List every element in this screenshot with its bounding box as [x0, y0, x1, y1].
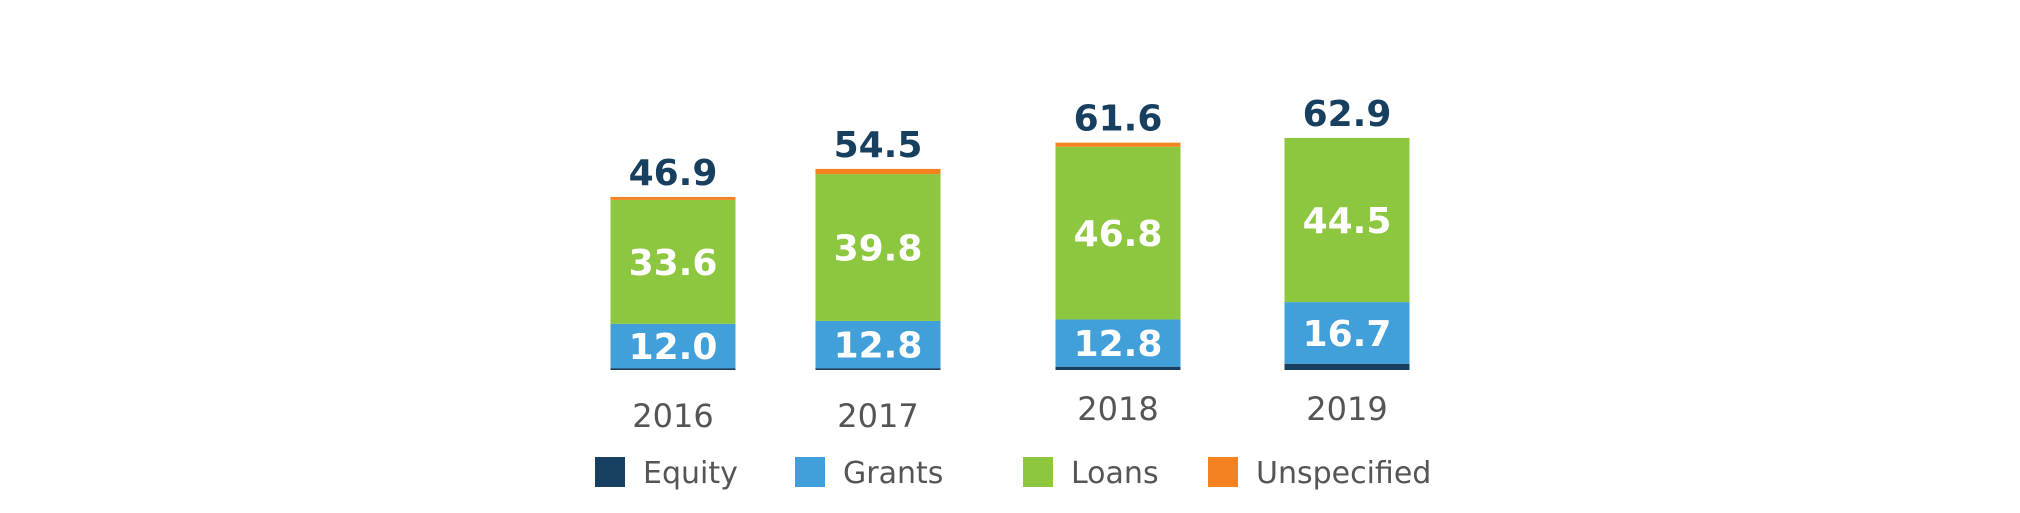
segment-label-loans-2017: 39.8 — [834, 228, 923, 269]
legend-label-loans: Loans — [1071, 456, 1159, 491]
bar-segment-loans-2018 — [1055, 146, 1181, 320]
bar-segment-equity-2017 — [815, 368, 941, 370]
legend-swatch-loans — [1023, 457, 1053, 487]
x-tick-label-2017: 2017 — [837, 397, 918, 435]
segment-label-grants-2016: 12.0 — [629, 327, 718, 368]
total-label-2016: 46.9 — [629, 153, 718, 194]
segment-label-grants-2017: 12.8 — [834, 326, 923, 367]
bar-segment-unspecified-2017 — [815, 168, 941, 175]
bar-segment-equity-2019 — [1284, 363, 1410, 370]
segment-label-grants-2019: 16.7 — [1303, 314, 1392, 355]
legend-label-equity: Equity — [643, 456, 738, 491]
bars-layer — [610, 137, 1410, 370]
legend: Equity Grants Loans Unspecified — [595, 456, 1431, 491]
bar-segment-loans-2019 — [1284, 137, 1410, 303]
x-tick-label-2018: 2018 — [1077, 390, 1158, 428]
labels-layer: 12.0 33.6 46.9 2016 12.8 39.8 54.5 2017 12.8 46.8… — [629, 94, 1392, 435]
legend-label-grants: Grants — [843, 456, 943, 491]
legend-swatch-equity — [595, 457, 625, 487]
legend-label-unspecified: Unspecified — [1256, 456, 1431, 491]
segment-label-loans-2016: 33.6 — [629, 243, 718, 284]
total-label-2018: 61.6 — [1074, 99, 1163, 140]
legend-swatch-unspecified — [1208, 457, 1238, 487]
x-tick-label-2019: 2019 — [1306, 390, 1387, 428]
bar-segment-grants-2018 — [1055, 319, 1181, 367]
bar-segment-equity-2016 — [610, 368, 736, 370]
bar-segment-equity-2018 — [1055, 366, 1181, 370]
bar-segment-grants-2016 — [610, 323, 736, 369]
bar-segment-grants-2019 — [1284, 302, 1410, 364]
total-label-2019: 62.9 — [1303, 94, 1392, 135]
bar-segment-unspecified-2016 — [610, 196, 736, 200]
bar-segment-grants-2017 — [815, 320, 941, 369]
total-label-2017: 54.5 — [834, 125, 923, 166]
bar-segment-loans-2017 — [815, 174, 941, 321]
legend-swatch-grants — [795, 457, 825, 487]
segment-label-grants-2018: 12.8 — [1074, 324, 1163, 365]
bar-segment-loans-2016 — [610, 199, 736, 324]
segment-label-loans-2018: 46.8 — [1074, 214, 1163, 255]
x-tick-label-2016: 2016 — [632, 397, 713, 435]
bar-segment-unspecified-2018 — [1055, 142, 1181, 147]
segment-label-loans-2019: 44.5 — [1303, 201, 1392, 242]
